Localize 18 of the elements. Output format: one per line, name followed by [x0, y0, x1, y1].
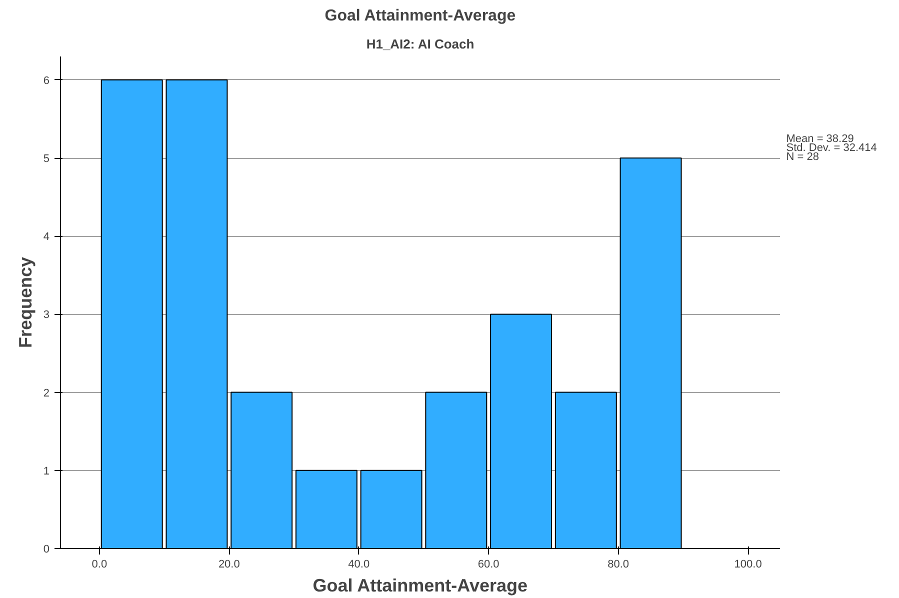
y-tick-label: 1 — [43, 465, 50, 478]
x-tick-label: 40.0 — [348, 558, 370, 570]
y-axis-title: Frequency — [15, 256, 36, 348]
x-axis-title: Goal Attainment-Average — [312, 576, 528, 596]
chart-subtitle: H1_AI2: AI Coach — [366, 36, 474, 52]
x-tick-label: 100.0 — [734, 558, 762, 570]
x-tick-label: 80.0 — [608, 558, 630, 570]
y-tick-label: 4 — [43, 231, 50, 244]
y-tick-label: 2 — [43, 387, 50, 400]
x-tick-label: 60.0 — [478, 558, 500, 570]
x-tick-label: 0.0 — [92, 558, 108, 570]
x-tick-label: 20.0 — [218, 558, 240, 570]
y-tick-label: 0 — [43, 544, 50, 556]
y-tick-label: 6 — [43, 74, 50, 87]
chart-title: Goal Attainment-Average — [324, 8, 516, 24]
y-tick-label: 5 — [43, 153, 50, 166]
text: N = 28 — [786, 150, 819, 163]
y-tick-label: 3 — [43, 309, 50, 322]
